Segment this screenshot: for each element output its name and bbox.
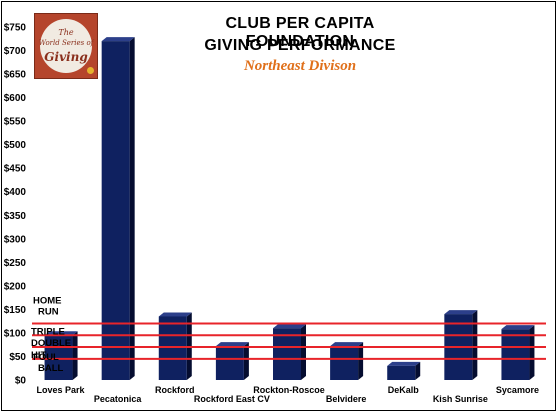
bar-side xyxy=(243,342,249,380)
reference-line: TRIPLE xyxy=(31,326,546,337)
logo-text-line-1: The xyxy=(58,28,74,37)
bar-front xyxy=(387,365,416,380)
bar-front xyxy=(501,329,530,380)
bars xyxy=(44,37,535,381)
category-label: Rockford East CV xyxy=(194,394,270,404)
category-label: Pecatonica xyxy=(94,394,143,404)
reference-line-label: FOUL xyxy=(33,352,59,363)
bar xyxy=(215,342,249,380)
bar-top xyxy=(444,310,478,315)
bar-side xyxy=(415,361,421,380)
bar xyxy=(330,342,364,380)
bar-front xyxy=(215,346,244,380)
y-tick-label: $350 xyxy=(4,211,27,222)
bar-side xyxy=(301,324,306,380)
bar xyxy=(501,325,535,380)
reference-line-label: HIT xyxy=(31,350,47,361)
chart-subtitle: Northeast Divison xyxy=(243,58,357,74)
bar xyxy=(444,310,478,380)
reference-line-label: DOUBLE xyxy=(31,338,71,349)
rotary-emblem-icon xyxy=(87,67,94,74)
bar-top xyxy=(330,342,364,347)
y-tick-label: $0 xyxy=(15,376,27,387)
category-label: Rockton-Roscoe xyxy=(253,385,325,395)
reference-line: DOUBLE xyxy=(31,338,546,349)
bar-side xyxy=(529,325,535,380)
bar-front xyxy=(44,335,73,380)
bar xyxy=(387,361,421,380)
bar-side xyxy=(358,342,364,380)
y-tick-label: $300 xyxy=(4,234,27,245)
y-tick-label: $700 xyxy=(4,46,27,57)
category-label: DeKalb xyxy=(388,385,420,395)
category-label: Kish Sunrise xyxy=(433,394,488,404)
y-tick-label: $150 xyxy=(4,305,27,316)
world-series-of-giving-logo: The World Series of Giving xyxy=(34,13,98,79)
bar-top xyxy=(387,361,421,366)
bar-top xyxy=(101,37,135,42)
logo-disc xyxy=(40,19,92,73)
bar xyxy=(158,312,192,380)
y-tick-label: $400 xyxy=(4,187,27,198)
y-tick-label: $50 xyxy=(9,352,26,363)
bar-top xyxy=(158,312,192,317)
category-label: Loves Park xyxy=(37,385,86,395)
bar-front xyxy=(158,316,187,380)
y-tick-label: $100 xyxy=(4,328,27,339)
bar-front xyxy=(101,41,130,381)
category-label: Belvidere xyxy=(326,394,367,404)
category-label: Rockford xyxy=(155,385,195,395)
reference-line-label: HOME xyxy=(33,296,62,307)
y-axis-ticks: $0 $50 $100 $150 $200 $250 $300 $350 $400 $450 $50… xyxy=(4,23,27,387)
reference-line-label: TRIPLE xyxy=(31,326,65,337)
bar-side xyxy=(472,310,478,380)
chart-title-line-2: GIVING PERFORMANCE xyxy=(204,37,396,54)
y-tick-label: $500 xyxy=(4,140,27,151)
reference-line: HIT xyxy=(31,350,546,361)
bar-side xyxy=(72,331,78,380)
chart-title: CLUB PER CAPITA FOUNDATION xyxy=(225,15,375,50)
bar xyxy=(273,324,306,380)
y-tick-label: $600 xyxy=(4,93,27,104)
bar-front xyxy=(273,328,301,380)
bar-top xyxy=(273,324,306,329)
reference-line-label: RUN xyxy=(38,307,59,318)
logo-text-line-2: World Series of xyxy=(38,39,94,47)
bar xyxy=(44,331,78,380)
bar xyxy=(101,37,135,381)
bar-front xyxy=(330,346,359,380)
y-tick-label: $250 xyxy=(4,258,27,269)
y-tick-label: $550 xyxy=(4,117,27,128)
category-label: Sycamore xyxy=(496,385,539,395)
y-tick-label: $650 xyxy=(4,70,27,81)
bar-side xyxy=(129,37,135,381)
y-tick-label: $450 xyxy=(4,164,27,175)
bar-top xyxy=(215,342,249,347)
y-tick-label: $750 xyxy=(4,23,27,34)
logo-text-line-3: Giving xyxy=(44,50,88,64)
bar-top xyxy=(501,325,535,330)
reference-line-label: BALL xyxy=(38,363,64,374)
y-tick-label: $200 xyxy=(4,281,27,292)
